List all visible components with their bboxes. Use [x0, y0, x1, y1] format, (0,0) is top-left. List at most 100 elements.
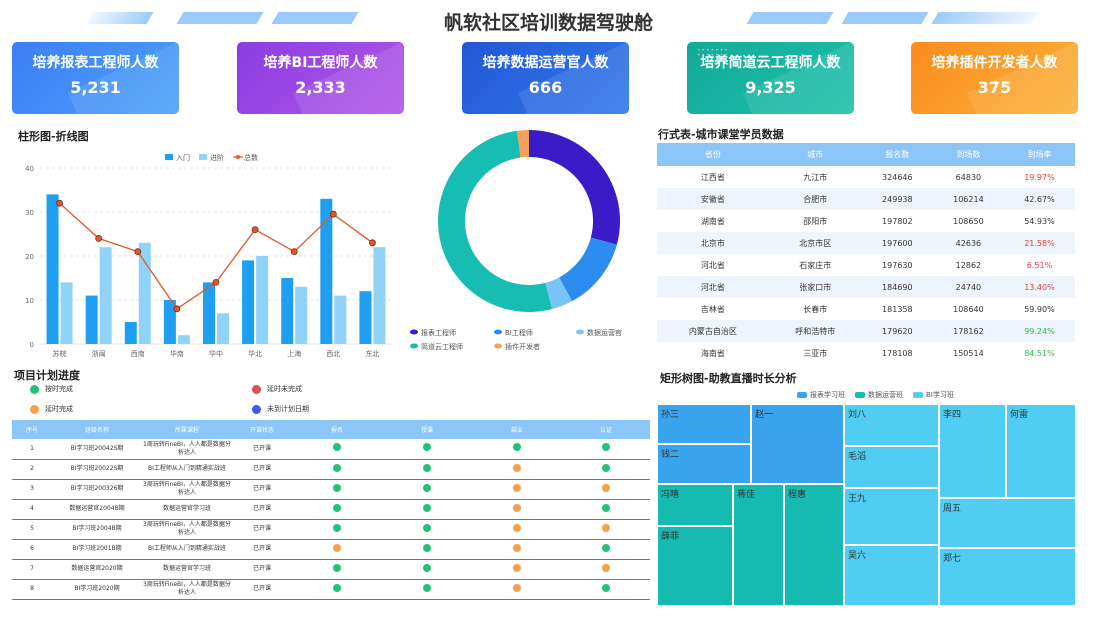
status-dot-icon [333, 543, 341, 552]
table-cell: 河北省 [700, 260, 725, 270]
status-dot-icon [513, 463, 521, 472]
treemap-cell: 钱二 [657, 444, 751, 484]
x-tick-label: 上海 [287, 349, 301, 358]
treemap-title: 矩形树图-助教直播时长分析 [660, 372, 797, 385]
page-title: 帆软社区培训数据驾驶舱 [443, 12, 653, 34]
status-cell [562, 459, 650, 480]
table-cell: 150514 [953, 348, 984, 358]
status-dot-icon [513, 563, 521, 572]
bar-入门 [281, 278, 294, 344]
kpi-title: 培养报表工程师人数 [32, 55, 159, 71]
column-header: 班级名称 [52, 420, 142, 439]
bar-入门 [163, 300, 176, 344]
table-row: 8 BI学习班2020期 3周玩转FineBI，人人都是数据分析达人 已开课 [12, 579, 650, 600]
combo-chart: 0 10 20 30 40 苏皖 浙闽 西南 华南 华中 华北 上海 西北 东北 入门 进阶 总数 [25, 153, 392, 358]
line-point [212, 278, 220, 286]
legend-item: 数据运营官 [576, 328, 622, 337]
legend-delayed-unfinished: 延时未完成 [252, 384, 302, 394]
legend-swatch [410, 343, 418, 349]
kpi-title: 培养插件开发者人数 [931, 55, 1058, 71]
status-dot-icon [423, 543, 431, 552]
treemap-cell: 王九 [844, 488, 939, 545]
kpi-card-data-operators: 培养数据运营官人数 666 [462, 42, 629, 114]
kpi-title: 培养BI工程师人数 [263, 55, 378, 71]
kpi-card-report-engineers: 培养报表工程师人数 5,231 [12, 42, 179, 114]
status-cell [292, 479, 382, 500]
table-cell: 江西省 [700, 172, 725, 182]
table-cell: 安徽省 [657, 188, 769, 210]
legend-item: 总数 [233, 153, 258, 162]
legend-label: 进阶 [210, 153, 224, 162]
column-header: 结业 [472, 420, 562, 439]
x-tick-label: 浙闽 [92, 349, 106, 358]
city-table-title: 行式表-城市课堂学员数据 [658, 128, 784, 141]
kpi-title: 培养简道云工程师人数 [700, 55, 841, 71]
table-cell: 179620 [861, 320, 933, 342]
status-cell [472, 499, 562, 520]
kpi-value: 375 [977, 78, 1012, 97]
table-cell: BI学习班20022S期 [52, 459, 142, 480]
x-tick-label: 西北 [326, 350, 340, 358]
status-cell [382, 459, 472, 480]
table-cell: BI工程师从入门到精通实战班 [142, 459, 232, 480]
bar-入门 [85, 295, 98, 344]
bar-入门 [124, 322, 137, 344]
column-header: 序号 [12, 420, 52, 439]
status-dot-icon [602, 543, 610, 552]
table-cell: 99.24% [1003, 320, 1075, 342]
treemap-cell: 刘八 [844, 404, 939, 446]
status-dot-icon [333, 463, 341, 472]
table-cell: 石家庄市 [799, 260, 832, 270]
column-header: 授课 [382, 420, 472, 439]
status-dot-icon [602, 463, 610, 472]
table-cell: 呼和浩特市 [768, 320, 862, 342]
line-point [329, 210, 337, 218]
status-dot-icon [602, 563, 610, 572]
column-header: 到场数 [932, 143, 1004, 166]
treemap-legend-label: 报表学习班 [810, 391, 845, 399]
treemap-cell: 程惠 [784, 484, 844, 606]
legend-label: 报表工程师 [421, 328, 456, 337]
table-cell: 2 [12, 459, 52, 480]
kpi-card-plugin-developers: 培养插件开发者人数 375 [911, 42, 1078, 114]
table-cell: 6.51% [1026, 260, 1053, 270]
status-cell [292, 499, 382, 520]
y-tick-label: 10 [25, 297, 34, 305]
table-row: 6 BI学习班2001B期 BI工程师从入门到精通实战班 已开课 [12, 539, 650, 560]
status-dot-icon [423, 483, 431, 492]
kpi-card-bi-engineers: 培养BI工程师人数 2,333 [237, 42, 404, 114]
y-tick-label: 20 [25, 253, 34, 261]
status-dot-icon [423, 463, 431, 472]
status-dot-icon [252, 404, 261, 414]
kpi-card-jdy-engineers: ••••••• ••••••• 培养简道云工程师人数 9,325 [687, 42, 854, 114]
table-cell: 3 [12, 479, 52, 500]
table-cell: 1周玩转FineBI，人人都是数据分析达人 [142, 439, 232, 460]
table-cell: 249938 [861, 188, 933, 210]
table-cell: 邵阳市 [803, 216, 828, 226]
treemap-chart: 孙三 赵一 钱二 冯嘻 蒋佳 程惠 薛菲 刘八 毛滔 王九 吴六 李四 何雷 周五 郑七 [657, 404, 1076, 606]
legend-swatch [576, 329, 584, 335]
status-dot-icon [513, 483, 521, 492]
kpi-value: 666 [528, 78, 563, 97]
bar-进阶 [138, 242, 151, 344]
city-table: 省份 城市 报名数 到场数 到场率 江西省 九江市 324646 64830 19.97% 安徽省… [657, 143, 1075, 364]
donut-slice [438, 130, 553, 312]
status-dot-icon [513, 583, 521, 592]
column-header: 城市 [768, 143, 862, 166]
table-cell: 已开课 [232, 559, 292, 580]
status-dot-icon [252, 384, 261, 394]
legend-label: 插件开发者 [505, 342, 540, 351]
table-cell: 数据运营官学习班 [142, 499, 232, 520]
status-cell [562, 499, 650, 520]
bar-入门 [242, 260, 255, 344]
line-point [290, 248, 298, 255]
status-dot-icon [333, 443, 341, 452]
legend-label: 按时完成 [45, 385, 73, 393]
bar-进阶 [99, 247, 112, 344]
legend-swatch [494, 329, 502, 335]
table-row: 安徽省 合肥市 249938 106214 42.67% [657, 188, 1075, 210]
donut-slice [545, 277, 572, 309]
table-cell: 已开课 [232, 479, 292, 500]
table-cell: 九江市 [803, 172, 828, 182]
